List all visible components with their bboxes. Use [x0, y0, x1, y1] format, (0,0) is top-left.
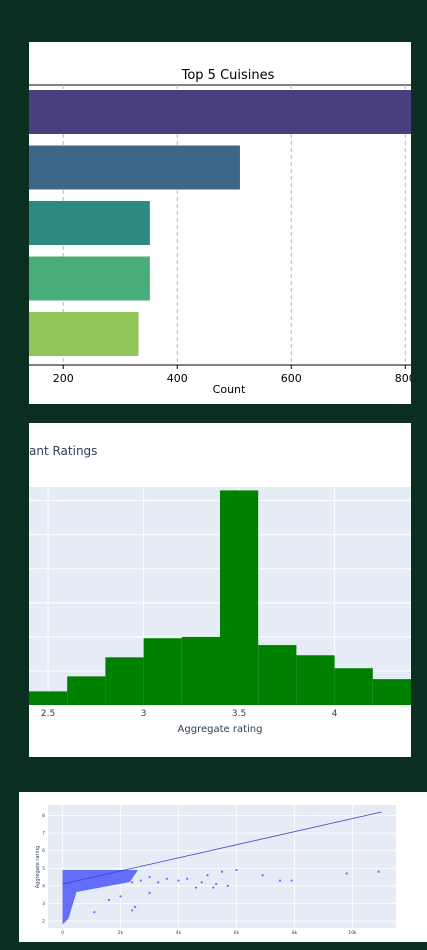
y-tick-label: 5 [42, 866, 45, 872]
scatter-point [148, 875, 151, 879]
histogram-bar [105, 657, 144, 705]
x-tick-label: 4k [176, 930, 182, 936]
chart-title: Top 5 Cuisines [181, 68, 275, 83]
scatter-point [122, 875, 125, 879]
y-axis-label: Aggregate rating [35, 846, 41, 888]
histogram-bar [258, 645, 297, 705]
x-tick-label: 800 [395, 372, 411, 385]
x-tick-label: 3 [141, 709, 147, 719]
histogram-bar [67, 676, 106, 705]
scatter-point [148, 891, 151, 894]
x-tick-label: 2.5 [41, 709, 55, 719]
rating-scatter-panel: 2 3 4 5 6 7 8 0 2k 4k 6k 8k 10k Aggregate rating [19, 792, 427, 942]
scatter-point [235, 868, 238, 872]
scatter-point [93, 911, 96, 914]
histogram-bar [181, 636, 220, 705]
ratings-histogram-chart: ant Ratings 2.5 3 3.5 4 Aggregate rating [29, 444, 411, 735]
histogram-bar [143, 638, 182, 705]
scatter-dense-cluster [62, 870, 138, 925]
x-tick-label: 8k [292, 930, 298, 936]
scatter-point [107, 898, 110, 901]
scatter-point [104, 877, 108, 880]
y-tick-label: 8 [42, 813, 45, 819]
scatter-point [165, 877, 168, 880]
cuisine-bar [29, 312, 139, 356]
rating-scatter-chart: 2 3 4 5 6 7 8 0 2k 4k 6k 8k 10k Aggregate rating [35, 805, 396, 936]
histogram-bar [220, 490, 259, 705]
scatter-point [290, 879, 293, 882]
trendline [62, 811, 382, 885]
cuisine-bar [29, 90, 411, 134]
cuisine-bar [29, 145, 240, 190]
cuisine-bar [29, 201, 150, 245]
scatter-point [261, 874, 264, 877]
scatter-point [157, 881, 160, 884]
y-tick-label: 2 [42, 918, 45, 924]
histogram-bar [29, 691, 68, 705]
scatter-point [220, 870, 224, 873]
cuisine-bar [29, 256, 150, 301]
scatter-point [226, 884, 229, 887]
top-cuisines-chart: Top 5 Cuisines 200 400 600 800 Count [29, 68, 411, 396]
scatter-point [200, 881, 203, 884]
x-axis-label: Aggregate rating [178, 724, 263, 735]
scatter-point [133, 905, 137, 909]
scatter-point [139, 879, 142, 882]
histogram-bar [296, 655, 335, 705]
scatter-point [212, 886, 215, 889]
chart-title: ant Ratings [29, 444, 97, 458]
x-tick-label: 3.5 [232, 709, 246, 719]
histogram-bar [372, 679, 411, 705]
scatter-point [186, 877, 189, 880]
scatter-point [377, 870, 380, 873]
y-tick-label: 6 [42, 848, 45, 854]
y-tick-label: 4 [42, 883, 45, 889]
y-tick-label: 3 [42, 901, 45, 907]
scatter-point [345, 872, 348, 875]
x-tick-label: 600 [281, 372, 302, 385]
top-cuisines-panel: Top 5 Cuisines 200 400 600 800 Count [29, 42, 411, 404]
scatter-point [119, 895, 122, 898]
y-tick-label: 7 [42, 831, 45, 837]
x-tick-label: 0 [61, 930, 64, 936]
ratings-histogram-panel: ant Ratings 2.5 3 3.5 4 Aggregate rating [29, 423, 411, 757]
x-tick-label: 6k [234, 930, 240, 936]
scatter-point [131, 881, 134, 884]
x-tick-label: 2k [118, 930, 124, 936]
scatter-point [113, 879, 116, 882]
histogram-bar [334, 668, 373, 705]
scatter-point [206, 874, 209, 877]
x-tick-label: 4 [332, 709, 338, 719]
scatter-point [278, 879, 282, 882]
x-tick-label: 10k [348, 930, 357, 936]
scatter-point [131, 909, 134, 912]
x-tick-label: 400 [167, 372, 188, 385]
x-axis-label: Count [213, 383, 246, 396]
x-tick-label: 200 [53, 372, 74, 385]
scatter-point [177, 879, 180, 882]
scatter-point [215, 882, 218, 886]
plot-background [48, 805, 396, 928]
scatter-point [194, 886, 197, 889]
